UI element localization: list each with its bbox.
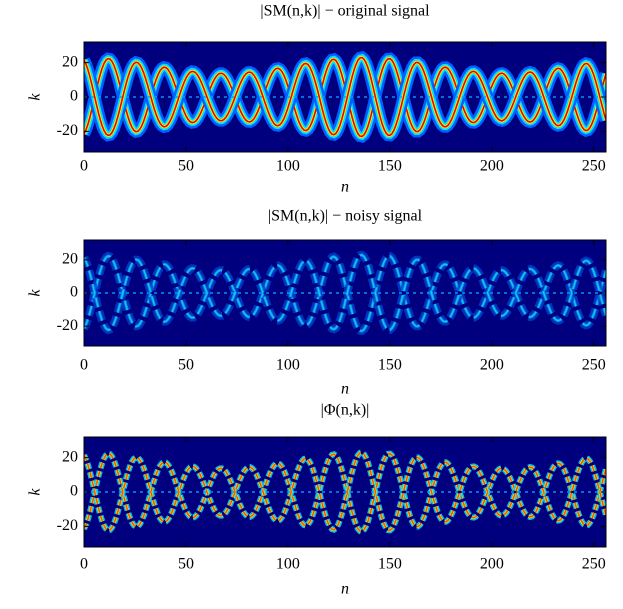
x-axis-label: n <box>341 179 349 196</box>
x-tick-label: 0 <box>80 556 88 573</box>
x-tick-label: 150 <box>378 158 402 175</box>
heatmap-ridge <box>84 56 606 137</box>
x-tick-label: 100 <box>276 158 300 175</box>
x-tick-label: 200 <box>480 158 504 175</box>
y-tick-label: 20 <box>62 53 78 70</box>
y-tick-label: 0 <box>70 284 78 301</box>
y-axis-label: k <box>27 93 44 101</box>
x-tick-label: 250 <box>582 556 606 573</box>
x-axis-label: n <box>341 581 349 598</box>
y-tick-label: -20 <box>57 317 78 334</box>
y-axis-label: k <box>27 488 44 496</box>
chart-title: |Φ(n,k)| <box>321 402 370 419</box>
chart-title: |SM(n,k)| − original signal <box>260 3 430 20</box>
panel: |Φ(n,k)| 0 50 100 150 200 250 -20 0 20 n k <box>27 402 607 598</box>
y-tick-label: -20 <box>57 122 78 139</box>
y-tick-label: 20 <box>62 448 78 465</box>
chart-title: |SM(n,k)| − noisy signal <box>268 208 423 225</box>
heatmap-ridge <box>84 255 606 332</box>
heatmap-ridge <box>84 452 606 533</box>
x-tick-label: 250 <box>582 158 606 175</box>
x-tick-label: 250 <box>582 357 606 374</box>
x-tick-label: 50 <box>178 158 194 175</box>
y-tick-label: 0 <box>70 483 78 500</box>
x-tick-label: 0 <box>80 357 88 374</box>
x-tick-label: 50 <box>178 357 194 374</box>
x-tick-label: 150 <box>378 357 402 374</box>
heatmap-image <box>84 51 606 143</box>
x-tick-label: 0 <box>80 158 88 175</box>
x-tick-label: 100 <box>276 556 300 573</box>
y-tick-label: 0 <box>70 88 78 105</box>
x-tick-label: 50 <box>178 556 194 573</box>
x-tick-label: 100 <box>276 357 300 374</box>
heatmap-ridge <box>84 451 606 532</box>
heatmap-ridge <box>84 254 606 331</box>
x-tick-label: 150 <box>378 556 402 573</box>
heatmap-image <box>84 449 606 535</box>
x-tick-label: 200 <box>480 357 504 374</box>
y-tick-label: -20 <box>57 517 78 534</box>
y-axis-label: k <box>27 289 44 297</box>
x-axis-label: n <box>341 381 349 398</box>
x-tick-label: 200 <box>480 556 504 573</box>
y-tick-label: 20 <box>62 251 78 268</box>
heatmap-image <box>84 250 606 336</box>
